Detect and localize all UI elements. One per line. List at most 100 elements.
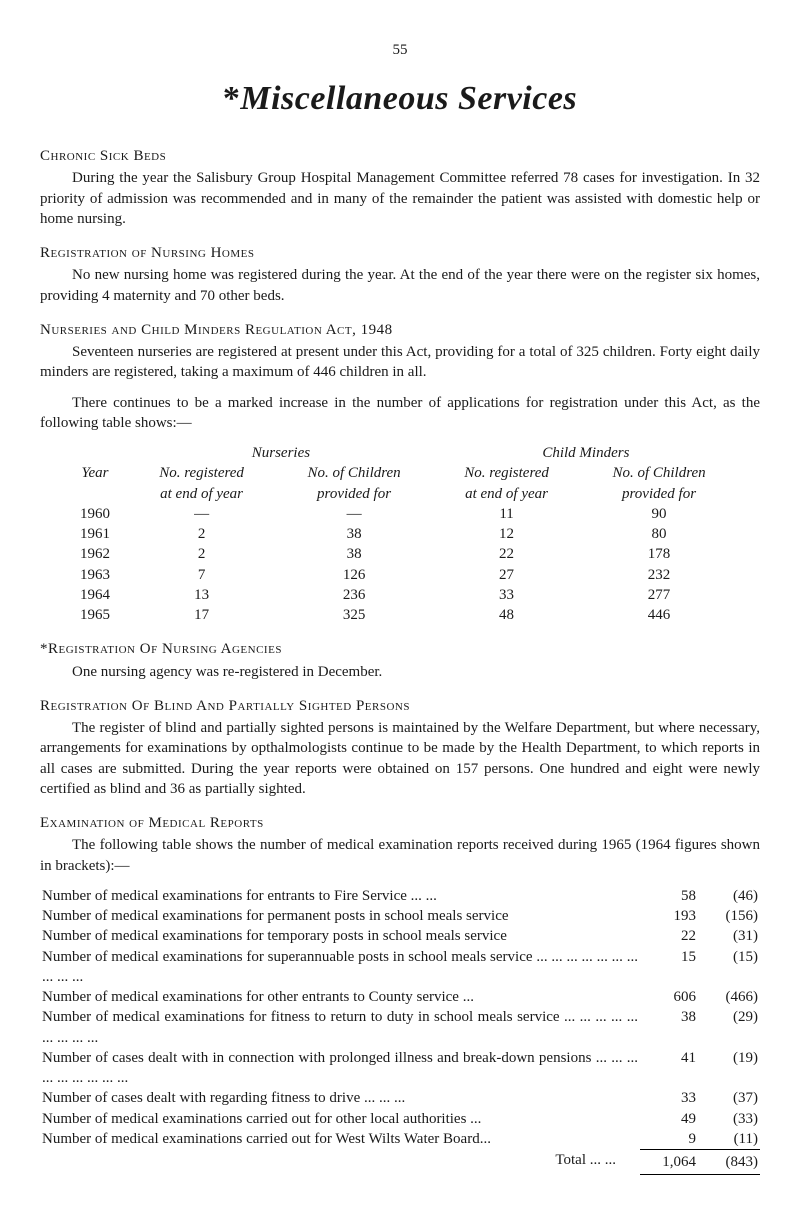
cell: 22 bbox=[433, 544, 579, 564]
table-row: 19651732548446 bbox=[62, 605, 739, 625]
col-m-prov: No. of Childrenprovided for bbox=[580, 463, 739, 504]
bracket-cell: (11) bbox=[698, 1129, 760, 1150]
cell: 178 bbox=[580, 544, 739, 564]
nurseries-group-2: Child Minders bbox=[433, 443, 738, 463]
bracket-cell: (37) bbox=[698, 1088, 760, 1108]
cell: — bbox=[128, 504, 274, 524]
bracket-cell: (29) bbox=[698, 1007, 760, 1048]
para-chronic: During the year the Salisbury Group Hosp… bbox=[40, 168, 760, 229]
cell: 126 bbox=[275, 565, 434, 585]
count-cell: 58 bbox=[640, 886, 698, 906]
cell: 1963 bbox=[62, 565, 129, 585]
total-label: Total ... ... bbox=[40, 1150, 640, 1175]
col-n-reg: No. registeredat end of year bbox=[128, 463, 274, 504]
cell: 446 bbox=[580, 605, 739, 625]
cell: 1965 bbox=[62, 605, 129, 625]
medical-exam-table: Number of medical examinations for entra… bbox=[40, 886, 760, 1176]
table-row: 1963712627232 bbox=[62, 565, 739, 585]
cell: 38 bbox=[275, 524, 434, 544]
desc-cell: Number of medical examinations carried o… bbox=[40, 1129, 640, 1150]
table-row: Number of medical examinations for tempo… bbox=[40, 926, 760, 946]
cell: 13 bbox=[128, 585, 274, 605]
count-cell: 606 bbox=[640, 987, 698, 1007]
desc-cell: Number of medical examinations carried o… bbox=[40, 1109, 640, 1129]
count-cell: 193 bbox=[640, 906, 698, 926]
section-head-medical: Examination of Medical Reports bbox=[40, 813, 760, 833]
count-cell: 9 bbox=[640, 1129, 698, 1150]
cell: 17 bbox=[128, 605, 274, 625]
para-nurseries-1: Seventeen nurseries are registered at pr… bbox=[40, 342, 760, 383]
table-row: Number of medical examinations for super… bbox=[40, 947, 760, 988]
cell: 11 bbox=[433, 504, 579, 524]
cell: 277 bbox=[580, 585, 739, 605]
cell: 38 bbox=[275, 544, 434, 564]
desc-cell: Number of medical examinations for super… bbox=[40, 947, 640, 988]
table-row: Number of medical examinations for other… bbox=[40, 987, 760, 1007]
section-head-nursing-homes: Registration of Nursing Homes bbox=[40, 243, 760, 263]
desc-cell: Number of cases dealt with regarding fit… bbox=[40, 1088, 640, 1108]
cell: 33 bbox=[433, 585, 579, 605]
cell: 2 bbox=[128, 544, 274, 564]
table-row: Number of cases dealt with in connection… bbox=[40, 1048, 760, 1089]
bracket-cell: (15) bbox=[698, 947, 760, 988]
cell: 12 bbox=[433, 524, 579, 544]
cell: — bbox=[275, 504, 434, 524]
bracket-cell: (46) bbox=[698, 886, 760, 906]
title-asterisk: * bbox=[223, 80, 241, 117]
table-row: 1960——1190 bbox=[62, 504, 739, 524]
count-cell: 33 bbox=[640, 1088, 698, 1108]
cell: 80 bbox=[580, 524, 739, 544]
desc-cell: Number of medical examinations for entra… bbox=[40, 886, 640, 906]
section-head-nursing-agencies: *Registration Of Nursing Agencies bbox=[40, 639, 760, 659]
count-cell: 41 bbox=[640, 1048, 698, 1089]
col-m-reg: No. registeredat end of year bbox=[433, 463, 579, 504]
section-head-chronic: Chronic Sick Beds bbox=[40, 146, 760, 166]
table-row: 19641323633277 bbox=[62, 585, 739, 605]
nurseries-group-1: Nurseries bbox=[128, 443, 433, 463]
table-row: Number of medical examinations for perma… bbox=[40, 906, 760, 926]
desc-cell: Number of medical examinations for tempo… bbox=[40, 926, 640, 946]
desc-cell: Number of medical examinations for other… bbox=[40, 987, 640, 1007]
section-head-nurseries-act: Nurseries and Child Minders Regulation A… bbox=[40, 320, 760, 340]
table-row: Number of medical examinations for fitne… bbox=[40, 1007, 760, 1048]
table-row: Number of medical examinations for entra… bbox=[40, 886, 760, 906]
table-row: 19612381280 bbox=[62, 524, 739, 544]
para-medical-intro: The following table shows the number of … bbox=[40, 835, 760, 876]
table-row: Number of cases dealt with regarding fit… bbox=[40, 1088, 760, 1108]
count-cell: 22 bbox=[640, 926, 698, 946]
count-cell: 49 bbox=[640, 1109, 698, 1129]
desc-cell: Number of medical examinations for perma… bbox=[40, 906, 640, 926]
cell: 48 bbox=[433, 605, 579, 625]
desc-cell: Number of medical examinations for fitne… bbox=[40, 1007, 640, 1048]
col-year: Year bbox=[62, 463, 129, 504]
total-n: 1,064 bbox=[640, 1150, 698, 1175]
cell: 7 bbox=[128, 565, 274, 585]
total-b: (843) bbox=[698, 1150, 760, 1175]
para-nursing-agencies: One nursing agency was re-registered in … bbox=[40, 662, 760, 682]
desc-cell: Number of cases dealt with in connection… bbox=[40, 1048, 640, 1089]
page-number: 55 bbox=[40, 40, 760, 60]
count-cell: 15 bbox=[640, 947, 698, 988]
bracket-cell: (33) bbox=[698, 1109, 760, 1129]
cell: 1960 bbox=[62, 504, 129, 524]
bracket-cell: (31) bbox=[698, 926, 760, 946]
count-cell: 38 bbox=[640, 1007, 698, 1048]
table-row: 196223822178 bbox=[62, 544, 739, 564]
cell: 1964 bbox=[62, 585, 129, 605]
cell: 2 bbox=[128, 524, 274, 544]
cell: 90 bbox=[580, 504, 739, 524]
section-head-blind: Registration Of Blind And Partially Sigh… bbox=[40, 696, 760, 716]
para-nurseries-2: There continues to be a marked increase … bbox=[40, 393, 760, 434]
cell: 27 bbox=[433, 565, 579, 585]
cell: 1962 bbox=[62, 544, 129, 564]
para-blind: The register of blind and partially sigh… bbox=[40, 718, 760, 799]
bracket-cell: (156) bbox=[698, 906, 760, 926]
nurseries-table: Nurseries Child Minders Year No. registe… bbox=[62, 443, 739, 625]
table-row: Number of medical examinations carried o… bbox=[40, 1109, 760, 1129]
cell: 325 bbox=[275, 605, 434, 625]
bracket-cell: (19) bbox=[698, 1048, 760, 1089]
page-title: *Miscellaneous Services bbox=[40, 76, 760, 122]
para-nursing-homes: No new nursing home was registered durin… bbox=[40, 265, 760, 306]
cell: 236 bbox=[275, 585, 434, 605]
table-row: Number of medical examinations carried o… bbox=[40, 1129, 760, 1150]
